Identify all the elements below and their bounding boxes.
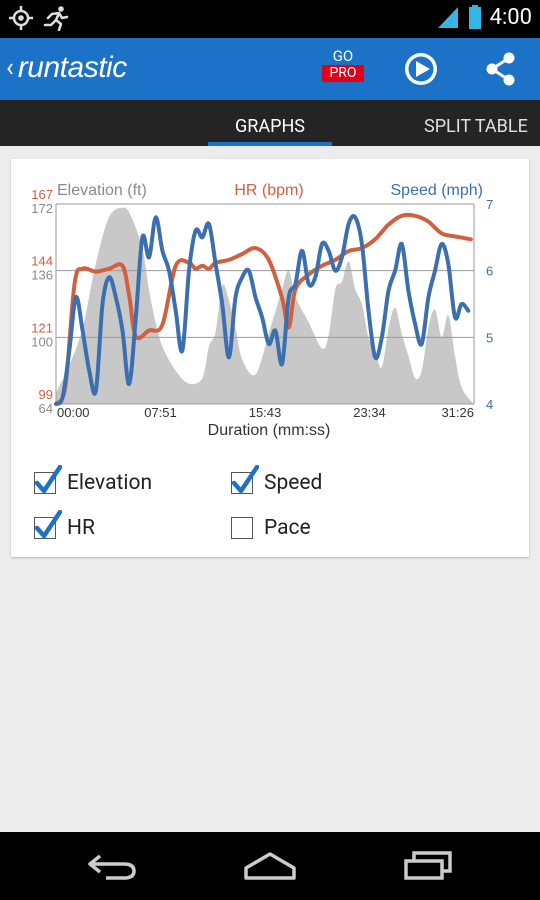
share-icon[interactable] xyxy=(484,51,518,87)
elevation-tick-label: 172 xyxy=(31,201,53,216)
status-left-icons xyxy=(8,5,70,31)
back-icon[interactable] xyxy=(86,852,138,880)
speed-tick-label: 4 xyxy=(486,397,493,412)
x-tick-label: 31:26 xyxy=(441,405,474,420)
checkbox-label: Speed xyxy=(264,471,323,495)
recent-apps-icon[interactable] xyxy=(402,850,454,880)
battery-icon xyxy=(468,5,481,29)
hr-axis-label: HR (bpm) xyxy=(234,182,303,199)
speed-axis-label: Speed (mph) xyxy=(391,182,484,199)
go-pro-go-label: GO xyxy=(332,47,354,65)
checkbox-box[interactable] xyxy=(231,517,253,539)
hr-tick-label: 167 xyxy=(31,187,53,202)
checkbox-box[interactable] xyxy=(34,465,62,494)
hr-tick-label: 144 xyxy=(31,254,53,269)
check-icon xyxy=(34,510,62,539)
x-tick-label: 07:51 xyxy=(144,405,177,420)
speed-tick-label: 6 xyxy=(486,264,493,279)
app-bar: ‹ runtastic GO PRO xyxy=(0,38,540,100)
x-tick-label: 15:43 xyxy=(249,405,282,420)
speed-series-line xyxy=(54,214,471,406)
x-tick-label: 23:34 xyxy=(353,405,386,420)
app-logo-button[interactable]: ‹ runtastic xyxy=(6,51,127,85)
running-person-icon xyxy=(43,6,69,31)
checkbox-label: Elevation xyxy=(67,471,153,495)
checkbox-label: HR xyxy=(67,516,95,540)
elevation-tick-label: 100 xyxy=(31,334,53,349)
speed-tick-label: 7 xyxy=(486,197,493,212)
checkbox-label: Pace xyxy=(264,516,311,540)
elevation-tick-label: 136 xyxy=(31,268,53,283)
go-pro-button[interactable]: GO PRO xyxy=(322,48,364,82)
checkbox-elevation[interactable]: Elevation xyxy=(34,465,153,495)
tab-split-table[interactable]: SPLIT TABLE xyxy=(424,116,528,137)
checkbox-speed[interactable]: Speed xyxy=(231,465,323,495)
graph-card: Elevation (ft) HR (bpm) Speed (mph) 167 172 7… xyxy=(11,159,529,557)
x-tick-label: 00:00 xyxy=(57,405,90,420)
checkbox-pace[interactable]: Pace xyxy=(231,516,311,540)
elevation-area xyxy=(56,207,474,404)
tab-bar: GRAPHS SPLIT TABLE xyxy=(0,100,540,146)
chevron-left-icon: ‹ xyxy=(6,53,14,83)
elevation-axis-label: Elevation (ft) xyxy=(57,182,147,199)
hr-series-line xyxy=(54,212,473,406)
app-logo: runtastic xyxy=(17,51,127,84)
checkbox-box[interactable] xyxy=(231,465,259,494)
status-bar: 4:00 xyxy=(0,0,540,38)
speed-tick-label: 5 xyxy=(486,330,493,345)
home-icon[interactable] xyxy=(242,850,298,880)
check-icon xyxy=(34,465,62,494)
clock: 4:00 xyxy=(489,4,532,30)
hr-tick-label: 99 xyxy=(39,387,53,402)
status-right-icons: 4:00 xyxy=(436,4,532,30)
play-icon[interactable] xyxy=(403,51,439,87)
checkbox-hr[interactable]: HR xyxy=(34,510,95,540)
check-icon xyxy=(231,465,259,494)
signal-icon xyxy=(437,7,458,28)
gps-icon xyxy=(9,6,33,30)
navigation-bar xyxy=(0,832,540,900)
hr-tick-label: 121 xyxy=(31,320,53,335)
elevation-tick-label: 64 xyxy=(39,401,53,416)
checkbox-box[interactable] xyxy=(34,510,62,539)
go-pro-pro-badge: PRO xyxy=(322,65,364,82)
tab-graphs[interactable]: GRAPHS xyxy=(208,100,332,146)
x-axis-label: Duration (mm:ss) xyxy=(208,422,331,439)
